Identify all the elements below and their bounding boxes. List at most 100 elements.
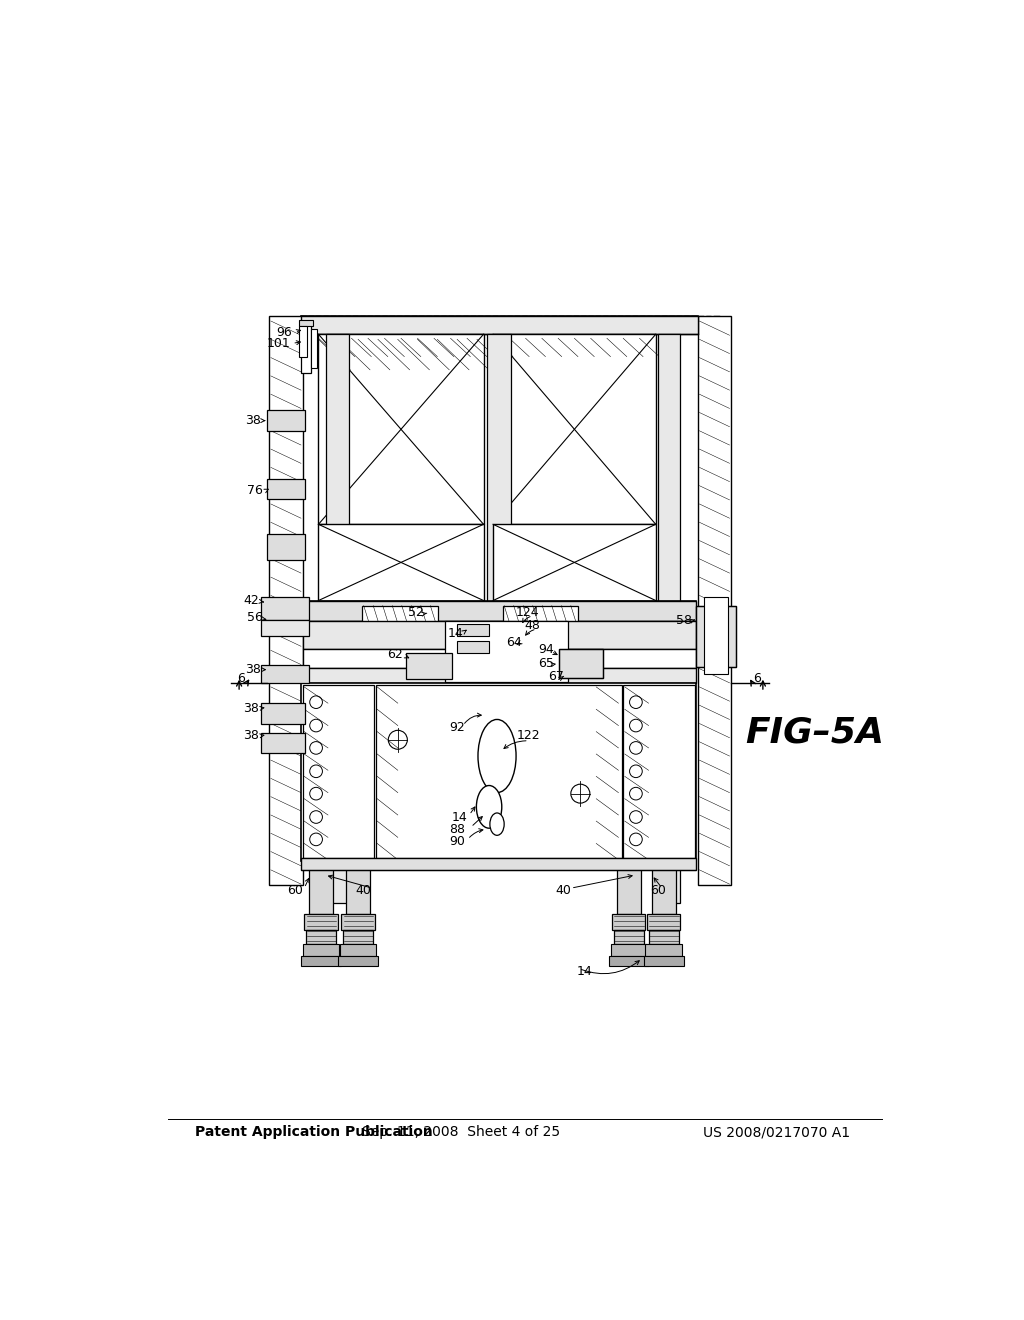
- Text: 52: 52: [409, 606, 424, 619]
- Text: 48: 48: [524, 619, 541, 632]
- Text: 64: 64: [507, 636, 522, 648]
- Bar: [644, 956, 684, 966]
- Bar: [648, 929, 679, 944]
- Bar: [299, 319, 313, 326]
- Bar: [559, 649, 602, 677]
- Bar: [376, 685, 622, 858]
- Bar: [697, 315, 731, 886]
- Bar: [624, 685, 694, 858]
- Bar: [310, 329, 316, 368]
- Bar: [299, 326, 306, 356]
- Bar: [458, 642, 489, 653]
- Text: 58: 58: [676, 614, 691, 627]
- Text: 88: 88: [450, 822, 465, 836]
- Bar: [341, 913, 375, 929]
- Bar: [343, 929, 373, 944]
- Bar: [610, 944, 647, 956]
- Text: 90: 90: [450, 836, 465, 847]
- Text: 92: 92: [450, 721, 465, 734]
- Text: 94: 94: [539, 643, 554, 656]
- Text: 60: 60: [650, 883, 666, 896]
- Ellipse shape: [489, 813, 504, 836]
- Text: 38: 38: [245, 663, 260, 676]
- Bar: [303, 601, 696, 620]
- Text: 6: 6: [754, 672, 761, 685]
- Bar: [346, 865, 370, 913]
- Bar: [362, 606, 437, 626]
- Bar: [609, 956, 648, 966]
- Bar: [458, 624, 489, 636]
- Bar: [261, 598, 309, 620]
- Text: 67: 67: [549, 671, 564, 684]
- Bar: [658, 334, 680, 903]
- Bar: [338, 956, 378, 966]
- Bar: [303, 649, 696, 668]
- Bar: [261, 704, 305, 723]
- Bar: [267, 535, 305, 560]
- Text: Patent Application Publication: Patent Application Publication: [196, 1125, 433, 1139]
- Bar: [301, 682, 696, 861]
- Text: 40: 40: [355, 883, 372, 896]
- Bar: [318, 524, 483, 601]
- Bar: [559, 649, 602, 677]
- Bar: [267, 479, 305, 499]
- Bar: [647, 913, 680, 929]
- Ellipse shape: [478, 719, 516, 792]
- Bar: [327, 334, 348, 903]
- Text: 62: 62: [387, 648, 403, 661]
- Bar: [645, 944, 682, 956]
- Bar: [652, 865, 676, 913]
- Bar: [494, 334, 655, 524]
- Text: 14: 14: [452, 810, 468, 824]
- Bar: [406, 653, 452, 678]
- Bar: [613, 929, 644, 944]
- Text: US 2008/0217070 A1: US 2008/0217070 A1: [703, 1125, 850, 1139]
- Text: 42: 42: [243, 594, 259, 607]
- Bar: [267, 411, 305, 430]
- Bar: [696, 606, 736, 667]
- Bar: [696, 606, 736, 667]
- Bar: [261, 733, 305, 752]
- Text: FIG–5A: FIG–5A: [745, 715, 884, 750]
- Text: 76: 76: [247, 484, 263, 498]
- Text: 40: 40: [555, 883, 570, 896]
- Text: 6: 6: [238, 672, 246, 685]
- Bar: [486, 334, 511, 812]
- Bar: [318, 334, 483, 524]
- Bar: [261, 664, 309, 682]
- Bar: [303, 668, 696, 682]
- Bar: [616, 865, 641, 913]
- Bar: [301, 956, 341, 966]
- Text: 38: 38: [243, 729, 259, 742]
- Bar: [303, 620, 696, 649]
- Text: 38: 38: [245, 414, 260, 428]
- Text: 38: 38: [243, 702, 259, 714]
- Text: 124: 124: [515, 606, 539, 619]
- Bar: [261, 620, 309, 636]
- Bar: [309, 865, 333, 913]
- Text: 101: 101: [267, 337, 291, 350]
- Bar: [445, 620, 568, 682]
- Bar: [301, 858, 696, 870]
- Bar: [303, 944, 339, 956]
- Text: 14: 14: [447, 627, 464, 640]
- Text: 96: 96: [276, 326, 292, 339]
- Text: Sep. 11, 2008  Sheet 4 of 25: Sep. 11, 2008 Sheet 4 of 25: [362, 1125, 560, 1139]
- Bar: [301, 315, 697, 334]
- Bar: [306, 929, 336, 944]
- Bar: [705, 598, 728, 673]
- Text: 14: 14: [577, 965, 592, 978]
- Bar: [303, 685, 374, 858]
- Text: 56: 56: [247, 611, 263, 624]
- Bar: [340, 944, 377, 956]
- Text: 122: 122: [517, 729, 541, 742]
- Bar: [301, 325, 310, 372]
- Bar: [494, 524, 655, 601]
- Ellipse shape: [476, 785, 502, 828]
- Bar: [269, 315, 303, 886]
- Bar: [503, 606, 578, 626]
- Bar: [304, 913, 338, 929]
- Text: 60: 60: [287, 883, 303, 896]
- Bar: [612, 913, 645, 929]
- Text: 65: 65: [539, 657, 554, 671]
